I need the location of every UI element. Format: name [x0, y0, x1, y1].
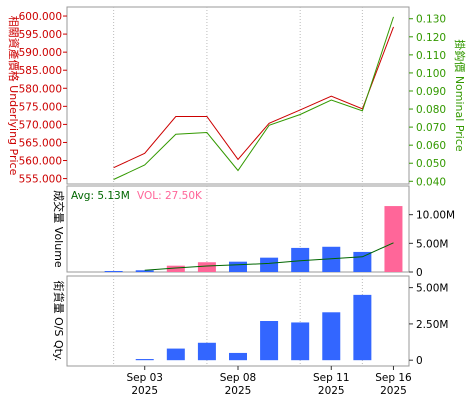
outstanding-bar: [353, 294, 372, 361]
volume-tick-label: 0: [416, 267, 423, 279]
x-tick-label-date: Sep 11: [313, 372, 350, 384]
outstanding-bar: [166, 348, 185, 361]
left-tick-label: 580.000: [19, 83, 62, 95]
right-tick-label: 0.070: [416, 122, 446, 134]
right-tick-label: 0.080: [416, 104, 446, 116]
left-tick-label: 575.000: [19, 101, 62, 113]
right-tick-label: 0.090: [416, 86, 446, 98]
average-volume-line: [144, 242, 394, 271]
right-tick-label: 0.110: [416, 50, 446, 62]
x-tick-label-date: Sep 16: [375, 372, 412, 384]
x-tick-label-year: 2025: [380, 385, 407, 397]
current-volume-label: VOL: 27.50K: [137, 190, 203, 202]
outstanding-bar: [135, 359, 154, 361]
axis-title: 相關資產價格 Underlying Price: [7, 16, 21, 176]
x-tick-label-year: 2025: [318, 385, 345, 397]
right-tick-label: 0.060: [416, 140, 446, 152]
outstanding-bar: [322, 312, 341, 361]
avg-volume-label: Avg: 5.13M: [71, 190, 130, 202]
outstanding-bar: [229, 352, 247, 361]
volume-bar: [322, 246, 341, 272]
outstanding-bar: [197, 342, 216, 361]
x-tick-label-date: Sep 08: [220, 372, 257, 384]
right-tick-label: 0.040: [416, 176, 446, 188]
axis-title: 街貨量 O/S Qty.: [52, 281, 66, 362]
axis-title: 掛鈎價 Nominal Price: [453, 39, 467, 152]
price-panel: 555.000 560.000 565.000 570.000 575.000 580.0…: [7, 6, 467, 188]
volume-bar: [229, 261, 247, 272]
volume-bar: [104, 271, 123, 272]
volume-bar: [197, 262, 216, 272]
right-tick-label: 0.050: [416, 158, 446, 170]
plot-frame: [66, 6, 410, 185]
x-tick-label-date: Sep 03: [126, 372, 163, 384]
left-tick-label: 595.000: [19, 29, 62, 41]
left-tick-label: 560.000: [19, 156, 62, 168]
volume-bar: [135, 270, 154, 272]
left-tick-label: 565.000: [19, 137, 62, 149]
outstanding-bar: [260, 321, 279, 361]
x-tick-label-year: 2025: [131, 385, 158, 397]
outstanding-panel: 0 2.50M 5.00M 街貨量 O/S Qty.: [52, 275, 448, 367]
outstanding-bar: [291, 322, 310, 361]
left-tick-label: 570.000: [19, 119, 62, 131]
outstanding-tick-label: 5.00M: [416, 283, 448, 295]
x-tick-label-year: 2025: [225, 385, 252, 397]
left-tick-label: 585.000: [19, 65, 62, 77]
right-tick-label: 0.100: [416, 68, 446, 80]
left-tick-label: 555.000: [19, 174, 62, 186]
right-tick-label: 0.120: [416, 32, 446, 44]
volume-tick-label: 10.00M: [416, 210, 455, 222]
nominal-price-line: [113, 16, 394, 180]
volume-bar: [166, 265, 185, 272]
volume-bar: [353, 251, 372, 272]
volume-bar: [291, 247, 310, 272]
volume-bar: [260, 257, 279, 272]
outstanding-tick-label: 2.50M: [416, 319, 448, 331]
outstanding-tick-label: 0: [416, 355, 423, 367]
left-tick-label: 600.000: [19, 11, 62, 23]
left-tick-label: 590.000: [19, 47, 62, 59]
underlying-price-line: [113, 26, 394, 169]
plot-frame: [66, 275, 410, 367]
right-tick-label: 0.130: [416, 14, 446, 26]
axis-title: 成交量 Volume: [52, 190, 66, 268]
volume-tick-label: 5.00M: [416, 238, 448, 250]
volume-panel: 0 5.00M 10.00M Avg: 5.13M VOL: 27.50K 成交量 Vol…: [52, 185, 455, 279]
volume-bar: [384, 206, 403, 272]
